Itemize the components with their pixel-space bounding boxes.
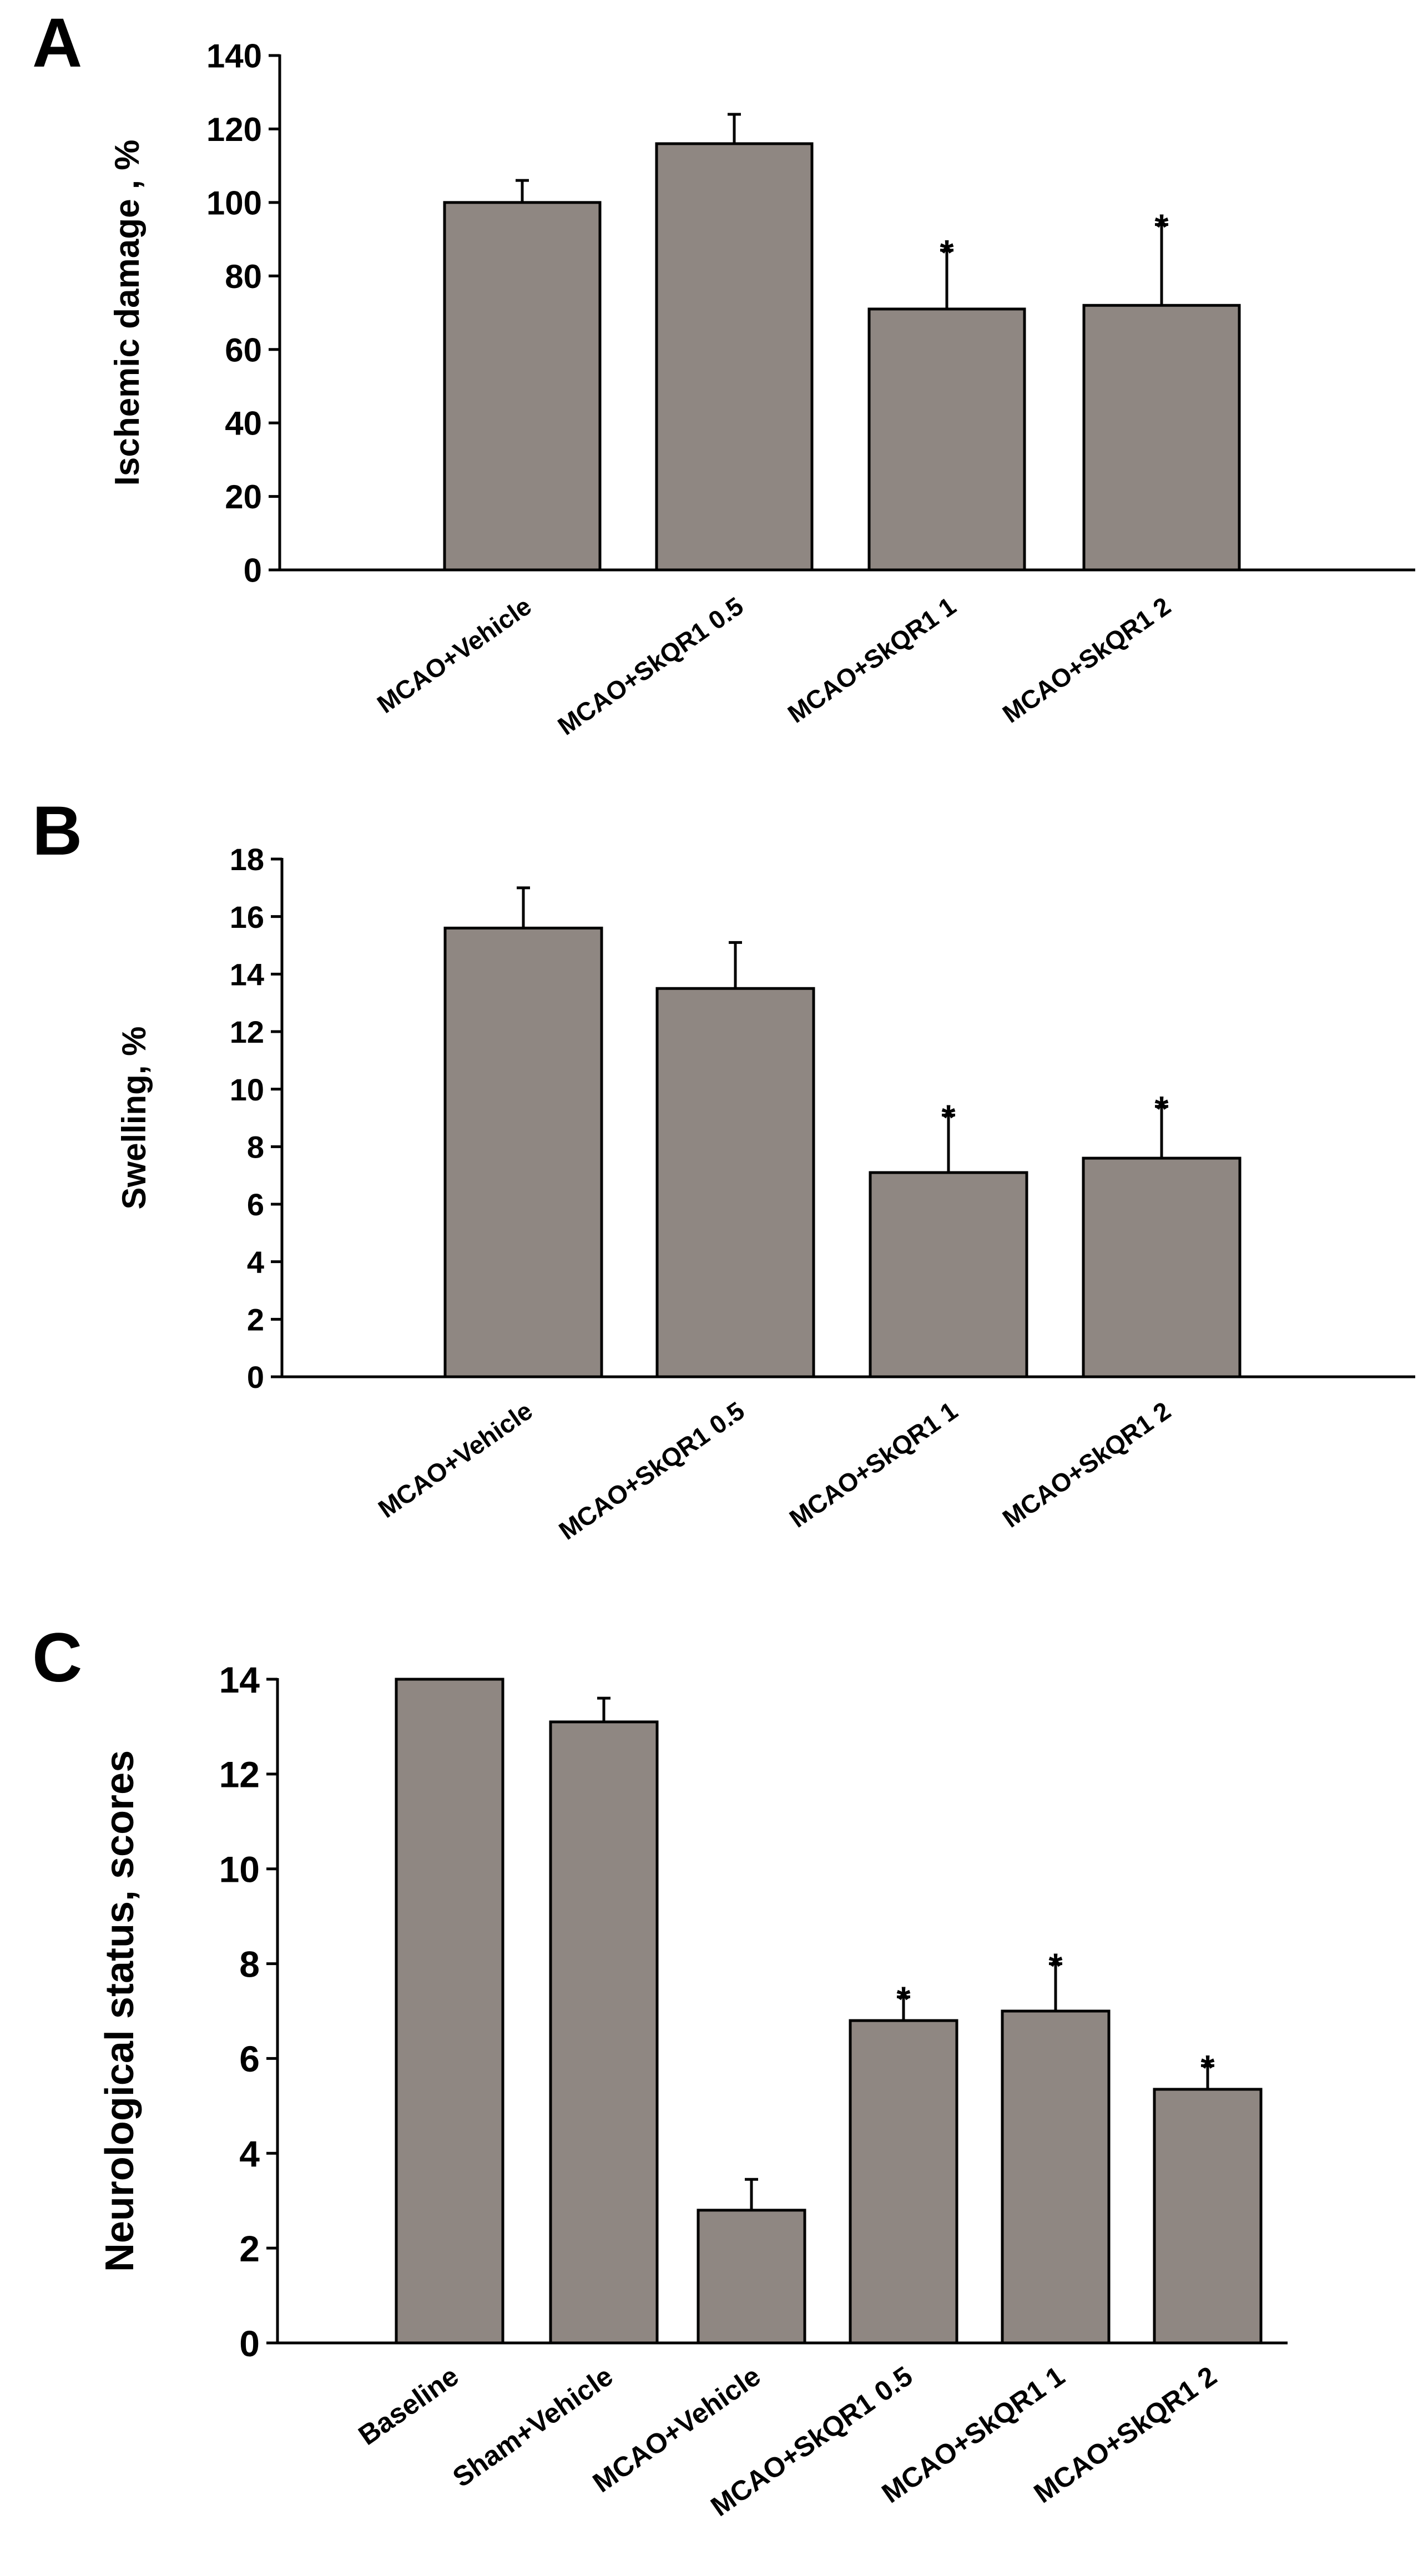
- panel-a-category-label-2: MCAO+SkQR1 1: [783, 592, 961, 729]
- panel-a-ytick-label: 20: [225, 478, 262, 516]
- panel-b-significance-2: *: [942, 1097, 956, 1137]
- panel-c-bar-4: [1001, 2009, 1111, 2345]
- panel-b-ytick-label: 12: [230, 1014, 264, 1049]
- panel-b-ytick-label: 14: [230, 957, 264, 992]
- panel-c-bar-5: [1153, 2088, 1263, 2345]
- panel-c-ytick-label: 0: [239, 2323, 260, 2364]
- panel-c-letter: C: [32, 1619, 82, 1696]
- panel-b-y-axis-title: Swelling, %: [115, 1026, 153, 1209]
- panel-b-ytick-label: 0: [247, 1360, 264, 1395]
- panel-c-significance-5: *: [1201, 2048, 1215, 2088]
- panel-b-bar-3: [1082, 1156, 1242, 1378]
- panel-b-category-label-3: MCAO+SkQR1 2: [997, 1396, 1176, 1533]
- panel-c-significance-3: *: [897, 1979, 911, 2019]
- panel-c-bar-1: [549, 1720, 659, 2345]
- panel-b-ytick-label: 16: [230, 900, 264, 935]
- panel-b-ytick-label: 18: [230, 842, 264, 877]
- panel-a-category-label-0: MCAO+Vehicle: [372, 592, 537, 719]
- panel-a-category-label-3: MCAO+SkQR1 2: [997, 592, 1176, 729]
- panel-a-significance-3: *: [1155, 207, 1169, 247]
- panel-b-category-label-2: MCAO+SkQR1 1: [784, 1396, 963, 1533]
- panel-c-y-axis-title: Neurological status, scores: [98, 1750, 142, 2272]
- panel-b-bar-0: [443, 926, 603, 1378]
- panel-a-bar-0: [443, 201, 602, 572]
- panel-a-ytick-label: 120: [206, 111, 262, 148]
- panel-a-ytick-label: 40: [225, 405, 262, 442]
- panel-b-letter: B: [32, 792, 82, 870]
- panel-b-ytick-label: 4: [247, 1245, 264, 1280]
- panel-c-bar-3: [849, 2019, 958, 2345]
- panel-b-significance-3: *: [1155, 1089, 1169, 1129]
- panel-c-ytick-label: 14: [219, 1659, 260, 1700]
- panel-a-letter: A: [32, 4, 82, 82]
- panel-b-category-label-1: MCAO+SkQR1 0.5: [553, 1396, 749, 1545]
- panel-a-ytick-label: 140: [206, 38, 262, 75]
- panel-c-ytick-label: 2: [239, 2228, 260, 2269]
- panel-c-category-label-0: Baseline: [353, 2360, 465, 2451]
- panel-b-ytick-label: 6: [247, 1187, 264, 1222]
- panel-b-bar-1: [655, 987, 815, 1378]
- panel-a-ytick-label: 100: [206, 184, 262, 221]
- panel-c-bar-2: [697, 2209, 806, 2345]
- panel-c-ytick-label: 10: [219, 1848, 260, 1890]
- panel-a-ytick-label: 60: [225, 331, 262, 368]
- panel-c-ytick-label: 4: [239, 2133, 260, 2174]
- panel-c-significance-4: *: [1049, 1946, 1063, 1986]
- panel-b-ytick-label: 8: [247, 1129, 264, 1164]
- panel-a-bar-2: [867, 307, 1026, 572]
- panel-b-ytick-label: 10: [230, 1072, 264, 1107]
- panel-a-ytick-label: 80: [225, 258, 262, 295]
- panel-c-ytick-label: 12: [219, 1754, 260, 1795]
- panel-a-ytick-label: 0: [244, 552, 262, 589]
- panel-c-ytick-label: 8: [239, 1943, 260, 1984]
- panel-a-bar-1: [655, 142, 814, 572]
- panel-a-bar-3: [1082, 304, 1241, 572]
- panel-c-bar-0: [395, 1678, 504, 2345]
- panel-b-bar-2: [869, 1171, 1028, 1378]
- panel-a-significance-2: *: [940, 233, 954, 272]
- panel-c-ytick-label: 6: [239, 2038, 260, 2079]
- panel-a-y-axis-title: Ischemic damage , %: [108, 140, 147, 486]
- panel-b-ytick-label: 2: [247, 1302, 264, 1337]
- panel-a-category-label-1: MCAO+SkQR1 0.5: [552, 592, 748, 741]
- panel-b-category-label-0: MCAO+Vehicle: [373, 1396, 538, 1524]
